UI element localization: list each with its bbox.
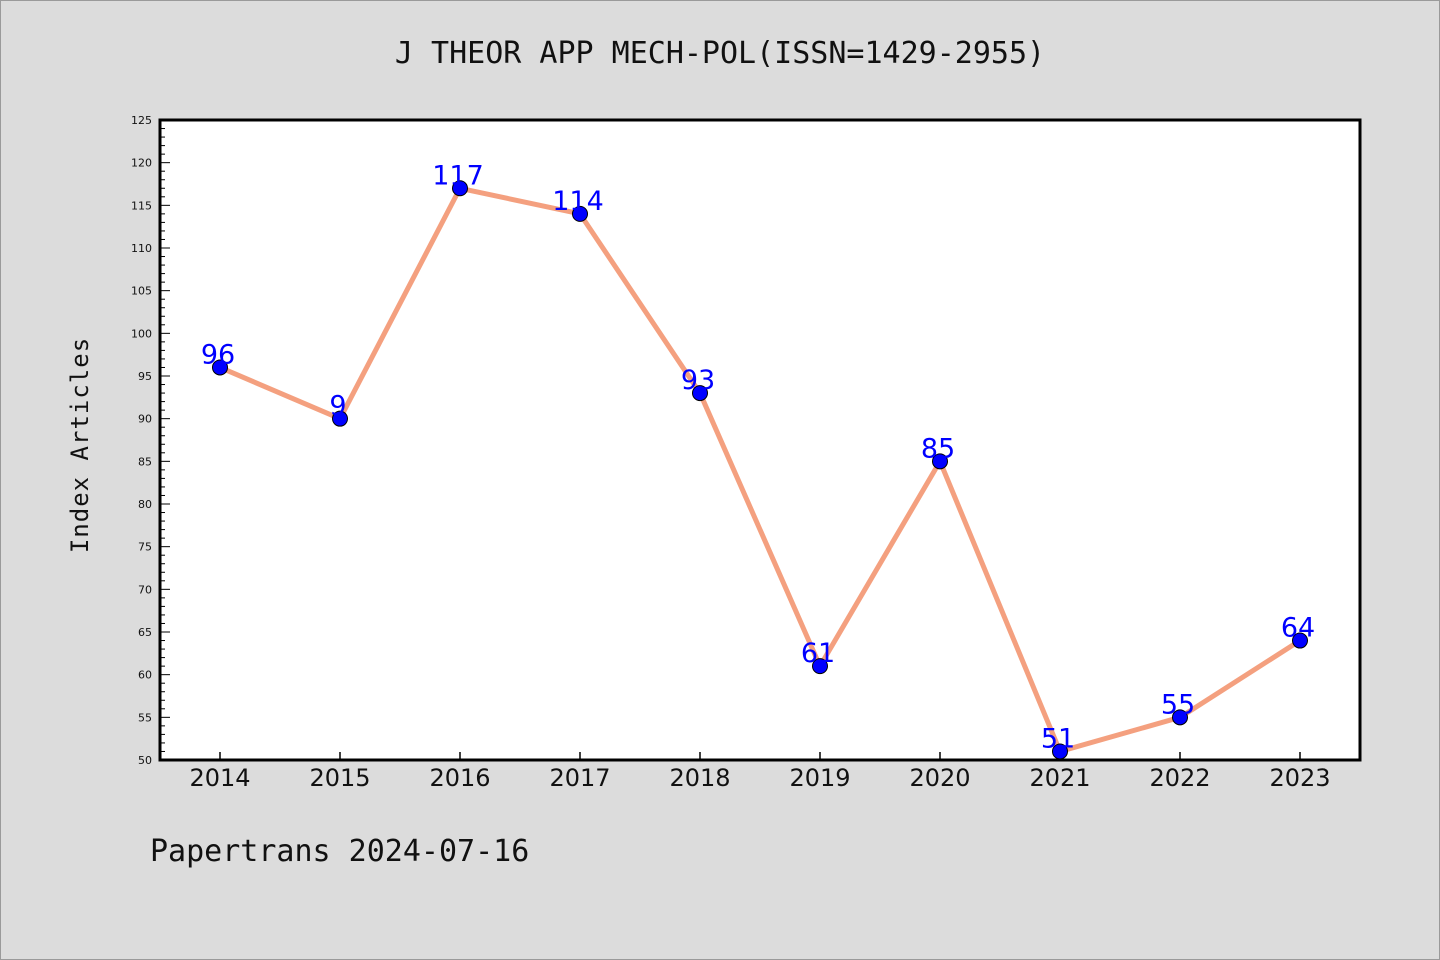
y-tick-label: 65: [138, 626, 152, 639]
data-label-2019: 61: [801, 638, 835, 669]
data-label-2020: 85: [921, 433, 955, 464]
x-tick-label: 2014: [189, 764, 250, 792]
chart-title: J THEOR APP MECH-POL(ISSN=1429-2955): [394, 36, 1046, 71]
data-point-2016: [452, 180, 468, 197]
data-point-2022: [1172, 709, 1188, 726]
y-tick-label: 90: [138, 413, 152, 426]
x-tick-label: 2020: [909, 764, 970, 792]
footer-note: Papertrans 2024-07-16: [150, 834, 530, 869]
data-label-2022: 55: [1161, 689, 1195, 720]
data-point-2018: [692, 385, 708, 402]
data-point-2017: [572, 205, 588, 222]
x-tick-label: 2016: [429, 764, 490, 792]
y-tick-label: 115: [131, 199, 152, 212]
data-point-2019: [812, 658, 828, 675]
x-tick-label: 2015: [309, 764, 370, 792]
y-tick-label: 70: [138, 583, 152, 596]
y-tick-label: 95: [138, 370, 152, 383]
data-label-2018: 93: [681, 365, 715, 396]
plot-border: [158, 118, 1362, 762]
y-tick-label: 105: [131, 285, 152, 298]
data-point-2014: [212, 359, 228, 376]
series-line: [217, 185, 1303, 754]
data-label-2021: 51: [1041, 723, 1075, 754]
y-tick-label: 120: [131, 157, 152, 170]
x-axis: 2014 2015 2016 2017 2018 2019 2020 2021 2022 2023: [189, 752, 1331, 792]
y-tick-label: 75: [138, 541, 152, 554]
data-point-2015: [332, 410, 348, 427]
x-tick-label: 2022: [1149, 764, 1210, 792]
data-label-2014: 96: [201, 339, 235, 370]
x-tick-label: 2019: [789, 764, 850, 792]
plot-area: [160, 120, 1360, 760]
series-group: 96 9 117 114 93 61 85 51 55 64: [201, 160, 1315, 760]
y-tick-label: 50: [138, 754, 152, 767]
y-axis: 50 55 60 65 70 75 80 85 90 95 100 105 110 115 120 125: [131, 114, 170, 767]
y-tick-label: 80: [138, 498, 152, 511]
data-label-2017: 114: [552, 186, 604, 217]
data-label-2023: 64: [1281, 613, 1315, 644]
y-tick-label: 60: [138, 669, 152, 682]
data-label-2016: 117: [432, 160, 484, 191]
y-tick-label: 125: [131, 114, 152, 127]
y-tick-label: 85: [138, 455, 152, 468]
data-point-2020: [932, 453, 948, 470]
data-point-2023: [1292, 632, 1308, 649]
x-tick-label: 2021: [1029, 764, 1090, 792]
data-label-2015: 9: [329, 391, 346, 422]
x-tick-label: 2023: [1269, 764, 1330, 792]
y-tick-label: 100: [131, 327, 152, 340]
x-tick-label: 2018: [669, 764, 730, 792]
y-tick-label: 55: [138, 711, 152, 724]
y-tick-label: 110: [131, 242, 152, 255]
x-tick-label: 2017: [549, 764, 610, 792]
